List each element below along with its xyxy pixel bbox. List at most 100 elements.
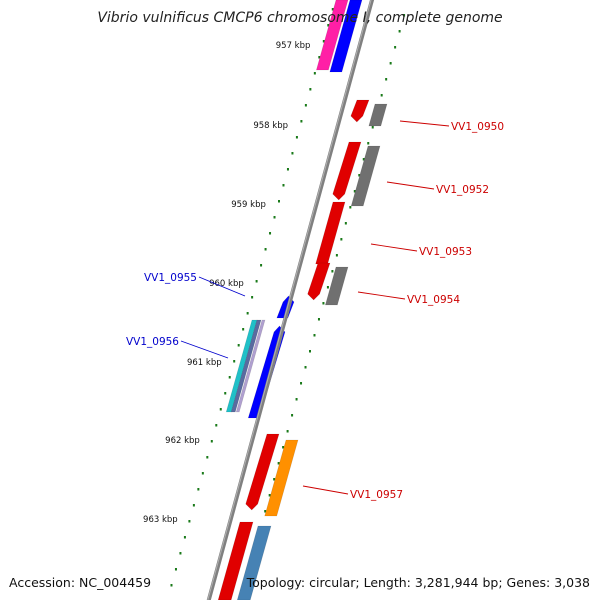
minor-tick	[228, 376, 231, 379]
minor-tick	[255, 280, 258, 283]
map-title: Vibrio vulnificus CMCP6 chromosome I, co…	[97, 10, 503, 26]
gene-label-leader	[386, 181, 435, 190]
minor-tick	[331, 270, 334, 273]
minor-tick	[317, 318, 320, 321]
minor-tick	[246, 312, 249, 315]
gene-feature-grey[interactable]	[368, 103, 388, 127]
minor-tick	[398, 30, 401, 33]
minor-tick	[197, 488, 200, 491]
minor-tick	[278, 200, 280, 203]
gene-feature-vv1-0954[interactable]	[307, 262, 331, 301]
minor-tick	[269, 232, 272, 235]
minor-tick	[326, 286, 329, 289]
minor-tick	[282, 446, 285, 449]
gene-label-leader	[370, 243, 418, 252]
minor-tick	[353, 190, 356, 193]
gene-label-leader	[357, 291, 406, 300]
gene-label-vv1-0955[interactable]: VV1_0955	[144, 272, 197, 284]
gene-label-leader	[399, 120, 450, 127]
minor-tick	[295, 398, 298, 401]
minor-tick	[170, 584, 173, 587]
minor-tick	[192, 504, 195, 507]
labels-layer: VV1_0950 VV1_0952 VV1_0953 VV1_0954 VV1_0955…	[126, 120, 504, 501]
gene-features-layer	[217, 0, 388, 600]
minor-tick	[331, 8, 334, 11]
minor-tick	[394, 46, 397, 49]
minor-tick	[380, 94, 383, 97]
minor-tick	[201, 472, 204, 475]
minor-tick	[349, 206, 352, 209]
gene-label-leader	[302, 485, 349, 495]
minor-tick	[389, 62, 392, 65]
minor-tick	[322, 40, 325, 43]
gene-feature-blue[interactable]	[329, 0, 363, 73]
minor-tick	[268, 494, 271, 497]
backbone-line	[206, 0, 375, 600]
minor-tick	[291, 152, 294, 155]
minor-tick	[233, 360, 236, 363]
gene-label-leader	[198, 276, 246, 297]
minor-tick	[318, 56, 321, 59]
gene-label-vv1-0957[interactable]: VV1_0957	[350, 489, 403, 501]
gene-feature-vv1-0950[interactable]	[350, 99, 370, 123]
gene-feature-vv1-0956-slate[interactable]	[230, 319, 262, 413]
minor-tick	[344, 222, 347, 225]
minor-tick	[313, 72, 316, 75]
gene-feature-vv1-0952[interactable]	[332, 141, 362, 201]
tick-label: 958 kbp	[253, 121, 288, 131]
gene-feature-grey[interactable]	[324, 266, 349, 306]
minor-tick	[174, 568, 177, 571]
minor-tick	[300, 382, 303, 385]
tick-label: 962 kbp	[165, 436, 200, 446]
gene-label-vv1-0953[interactable]: VV1_0953	[419, 246, 472, 258]
minor-tick	[242, 328, 245, 331]
gene-feature-pink[interactable]	[316, 0, 349, 71]
gene-feature-vv1-0957[interactable]	[245, 433, 280, 511]
minor-tick	[322, 302, 325, 305]
minor-tick	[237, 344, 240, 347]
minor-tick	[358, 174, 361, 177]
minor-tick	[340, 238, 343, 241]
gene-feature-orange[interactable]	[264, 439, 299, 517]
minor-tick	[309, 88, 312, 91]
minor-tick	[385, 78, 388, 81]
backbone-layer	[206, 0, 375, 600]
minor-tick	[264, 510, 267, 513]
tick-label: 963 kbp	[143, 515, 178, 525]
minor-tick	[273, 216, 276, 219]
tick-marks-layer: 957 kbp 958 kbp 959 kbp 960 kbp 961 kbp 962 k…	[143, 8, 406, 593]
gene-feature-grey[interactable]	[350, 145, 381, 207]
gene-label-vv1-0952[interactable]: VV1_0952	[436, 184, 489, 196]
minor-tick	[206, 456, 209, 459]
minor-tick	[367, 142, 370, 145]
tick-label: 957 kbp	[276, 41, 311, 51]
minor-tick	[309, 350, 311, 353]
gene-feature-vv1-0956-lilac[interactable]	[235, 319, 266, 413]
accession-text: Accession: NC_004459	[9, 575, 152, 590]
minor-tick	[371, 126, 374, 129]
gene-feature-steelblue[interactable]	[236, 525, 272, 600]
minor-tick	[291, 414, 294, 417]
backbone-highlight	[207, 0, 372, 600]
minor-tick	[295, 136, 298, 139]
minor-tick	[313, 334, 316, 337]
minor-tick	[362, 158, 365, 161]
gene-label-vv1-0956[interactable]: VV1_0956	[126, 336, 179, 348]
minor-tick	[282, 184, 285, 187]
gene-feature-vv1-0953[interactable]	[315, 201, 346, 265]
minor-tick	[264, 248, 267, 251]
tick-label: 961 kbp	[187, 358, 222, 368]
gene-feature-red[interactable]	[217, 521, 254, 600]
minor-tick	[304, 366, 307, 369]
tick-label: 960 kbp	[209, 279, 244, 289]
minor-tick	[215, 424, 218, 427]
minor-tick	[219, 408, 222, 411]
tick-label: 959 kbp	[231, 200, 266, 210]
minor-tick	[273, 478, 276, 481]
minor-tick	[179, 552, 182, 555]
minor-tick	[304, 104, 307, 107]
gene-label-vv1-0954[interactable]: VV1_0954	[407, 294, 460, 306]
gene-label-vv1-0950[interactable]: VV1_0950	[451, 121, 504, 133]
minor-tick	[251, 296, 254, 299]
